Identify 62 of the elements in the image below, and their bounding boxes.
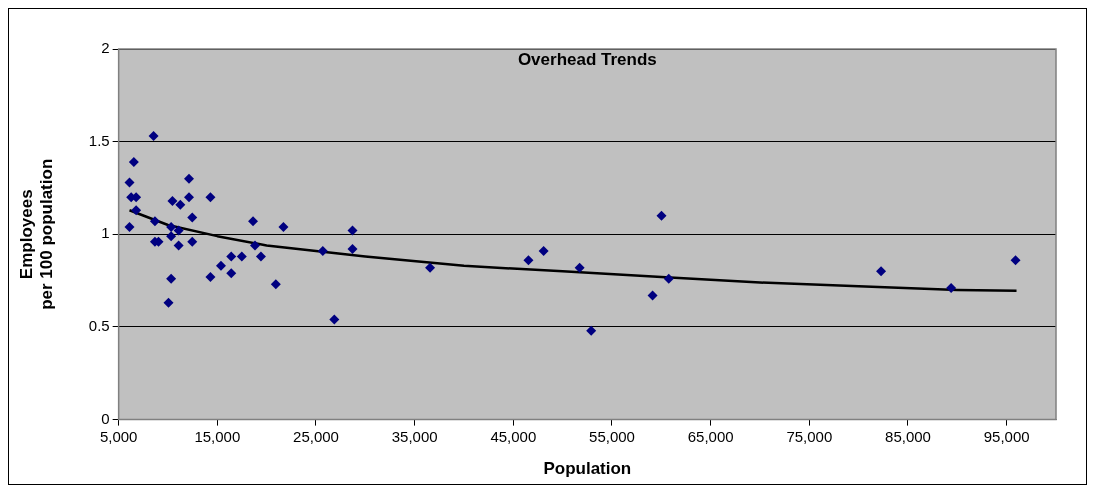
x-tick-label: 75,000 — [786, 427, 833, 445]
point — [255, 251, 266, 262]
y-tick-label: 1 — [101, 224, 110, 242]
x-tick-label: 5,000 — [99, 427, 138, 445]
point — [173, 225, 184, 236]
point — [166, 221, 177, 232]
point — [656, 210, 667, 221]
point — [166, 273, 177, 284]
point — [163, 297, 174, 308]
point — [128, 157, 139, 168]
point — [187, 236, 198, 247]
point — [226, 251, 237, 262]
point — [248, 216, 259, 227]
point — [876, 266, 887, 277]
point — [270, 279, 281, 290]
point — [538, 245, 549, 256]
x-axis-title: Population — [543, 459, 632, 479]
point — [278, 221, 289, 232]
point — [184, 173, 194, 184]
point — [187, 212, 198, 223]
point — [317, 245, 328, 256]
x-tick-label: 65,000 — [687, 427, 734, 445]
x-tick-label: 15,000 — [194, 427, 241, 445]
x-tick-label: 25,000 — [293, 427, 339, 445]
point — [946, 283, 957, 294]
point — [184, 192, 194, 203]
y-tick-label: 0 — [101, 409, 110, 427]
point — [647, 290, 658, 301]
x-tick-label: 35,000 — [391, 427, 438, 445]
y-tick-label: 0.5 — [88, 317, 110, 335]
point — [586, 325, 597, 336]
point — [226, 268, 237, 279]
point — [1010, 255, 1021, 266]
y-tick-label: 1.5 — [88, 131, 110, 149]
y-tick-label: 2 — [101, 39, 110, 57]
point — [347, 225, 358, 236]
point — [236, 251, 247, 262]
point — [205, 192, 216, 203]
point — [148, 131, 159, 142]
point — [149, 216, 160, 227]
point — [425, 262, 436, 273]
point — [124, 221, 135, 232]
x-tick-label: 45,000 — [490, 427, 537, 445]
x-tick-label: 95,000 — [983, 427, 1030, 445]
point — [167, 195, 178, 206]
x-tick-label: 55,000 — [589, 427, 635, 445]
point — [347, 244, 358, 255]
point — [205, 271, 216, 282]
point — [166, 231, 177, 242]
x-tick-label: 85,000 — [885, 427, 931, 445]
point — [663, 273, 674, 284]
point — [215, 260, 226, 271]
point — [175, 199, 186, 210]
point — [250, 240, 261, 251]
point — [173, 240, 184, 251]
y-axis-title: Employees per 100 population — [16, 158, 57, 310]
chart-title: Overhead Trends — [517, 50, 657, 70]
point — [523, 255, 534, 266]
point — [574, 262, 585, 273]
point — [131, 205, 142, 216]
point — [124, 177, 135, 188]
point — [329, 314, 340, 325]
